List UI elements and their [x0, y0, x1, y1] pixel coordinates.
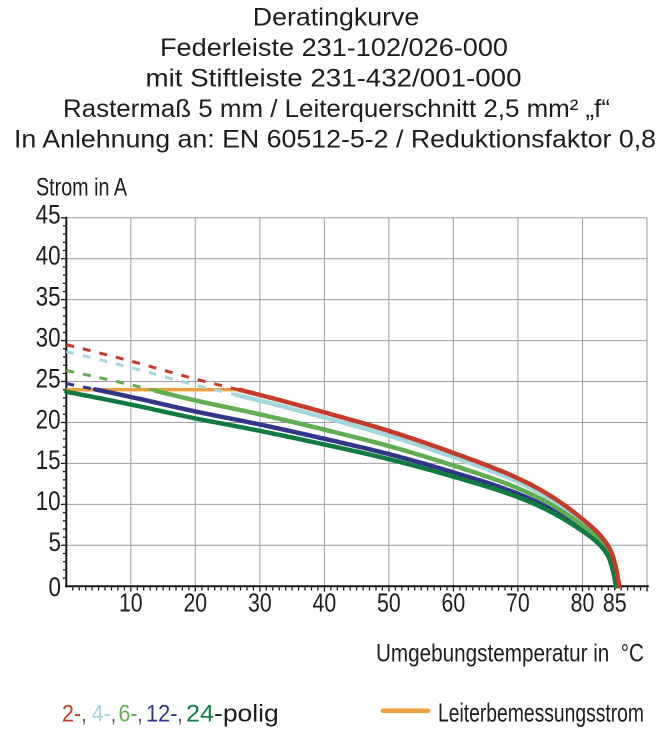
svg-text:24: 24 — [186, 701, 214, 728]
svg-text:Rastermaß 5 mm / Leiterquersch: Rastermaß 5 mm / Leiterquerschnitt 2,5 m… — [63, 95, 610, 123]
svg-text:,: , — [178, 701, 183, 728]
svg-text:30: 30 — [36, 324, 61, 353]
svg-text:Strom in A: Strom in A — [36, 173, 127, 201]
svg-text:35: 35 — [36, 283, 61, 312]
svg-text:40: 40 — [36, 242, 61, 271]
svg-text:,: , — [82, 701, 87, 728]
svg-text:Umgebungstemperatur in °C: Umgebungstemperatur in °C — [376, 640, 644, 668]
svg-text:10: 10 — [36, 487, 61, 516]
svg-text:20: 20 — [183, 588, 207, 618]
svg-text:5: 5 — [49, 528, 61, 557]
svg-text:12-: 12- — [146, 701, 178, 728]
svg-text:-polig: -polig — [214, 701, 279, 728]
svg-text:60: 60 — [442, 588, 466, 618]
svg-text:,: , — [111, 701, 116, 728]
svg-text:mit Stiftleiste 231-432/001-00: mit Stiftleiste 231-432/001-000 — [146, 65, 522, 93]
svg-text:40: 40 — [313, 588, 337, 618]
svg-text:4-: 4- — [92, 701, 111, 728]
svg-text:2-: 2- — [62, 701, 81, 728]
svg-text:,: , — [138, 701, 143, 728]
svg-text:20: 20 — [36, 405, 61, 434]
svg-text:45: 45 — [36, 201, 61, 230]
svg-text:30: 30 — [248, 588, 272, 618]
svg-text:85: 85 — [603, 588, 627, 618]
svg-text:25: 25 — [36, 364, 61, 393]
svg-text:50: 50 — [377, 588, 401, 618]
svg-text:0: 0 — [49, 573, 61, 602]
svg-text:Deratingkurve: Deratingkurve — [253, 4, 420, 32]
svg-text:Federleiste 231-102/026-000: Federleiste 231-102/026-000 — [160, 34, 508, 62]
svg-text:6-: 6- — [119, 701, 138, 728]
svg-text:15: 15 — [36, 446, 61, 475]
svg-text:70: 70 — [506, 588, 530, 618]
svg-text:80: 80 — [571, 588, 595, 618]
svg-text:In Anlehnung an: EN 60512-5-2: In Anlehnung an: EN 60512-5-2 / Reduktio… — [14, 126, 656, 154]
svg-text:Leiterbemessungsstrom: Leiterbemessungsstrom — [438, 698, 644, 728]
svg-text:10: 10 — [119, 588, 143, 618]
